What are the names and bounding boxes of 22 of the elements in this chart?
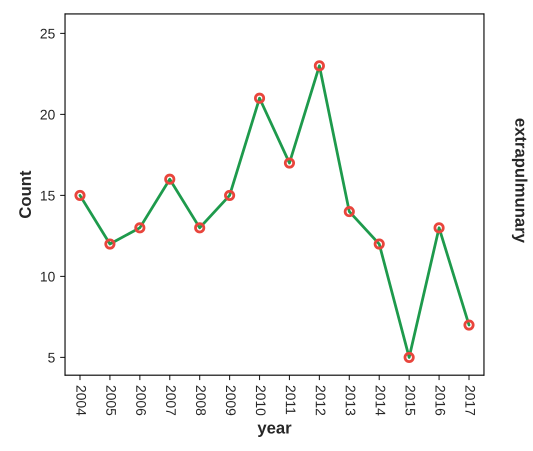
y-tick-label: 25: [40, 28, 55, 39]
x-tick-label: 2013: [346, 386, 356, 416]
x-tick-label: 2007: [166, 386, 176, 416]
x-tick-label: 2011: [286, 386, 296, 414]
y-axis-title: Count: [19, 170, 32, 218]
x-tick-label: 2010: [256, 386, 266, 416]
x-tick-label: 2006: [136, 386, 146, 416]
x-tick-label: 2005: [106, 386, 116, 416]
x-tick-label: 2016: [435, 386, 446, 416]
text: extrapulmunary: [512, 118, 528, 243]
y-tick-label: 20: [40, 110, 55, 120]
y-tick-label: 15: [40, 190, 55, 201]
y-tick-label: 5: [48, 352, 55, 363]
x-tick-label: 2014: [376, 386, 386, 416]
x-tick-label: 2017: [465, 386, 476, 416]
x-tick-label: 2004: [76, 386, 86, 416]
y-tick-label: 10: [40, 272, 55, 282]
x-tick-label: 2015: [405, 386, 416, 416]
x-axis-title: year: [257, 424, 292, 437]
x-tick-label: 2008: [196, 386, 206, 416]
x-tick-label: 2009: [226, 386, 236, 416]
x-tick-label: 2012: [316, 386, 326, 416]
